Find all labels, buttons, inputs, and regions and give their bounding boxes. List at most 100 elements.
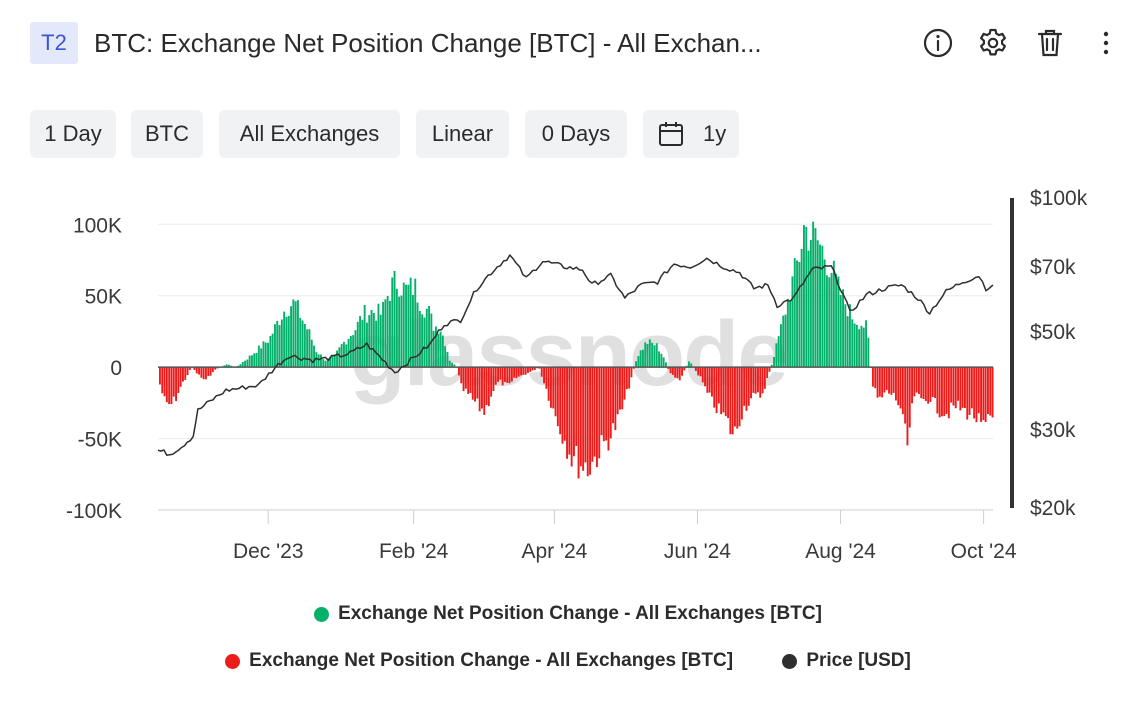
net-change-bar bbox=[743, 367, 746, 406]
net-change-bar bbox=[984, 367, 987, 422]
net-change-bar bbox=[757, 367, 759, 393]
net-change-bar bbox=[982, 367, 985, 421]
net-change-bar bbox=[253, 353, 256, 368]
more-vertical-icon[interactable] bbox=[1090, 27, 1122, 59]
chart-title: BTC: Exchange Net Position Change [BTC] … bbox=[94, 28, 762, 58]
net-change-bar bbox=[361, 319, 364, 368]
net-change-bar bbox=[368, 315, 371, 368]
net-change-bar bbox=[398, 296, 401, 368]
net-change-bar bbox=[784, 314, 787, 368]
price-tick-label: $100k bbox=[1030, 187, 1088, 210]
net-change-bar bbox=[531, 367, 534, 371]
net-change-bar bbox=[444, 346, 447, 368]
net-change-bar bbox=[671, 367, 674, 375]
net-change-bar bbox=[860, 325, 863, 368]
net-change-bar bbox=[310, 339, 313, 368]
gear-icon[interactable] bbox=[977, 27, 1009, 59]
net-change-bar bbox=[780, 324, 782, 368]
net-change-bar bbox=[214, 367, 217, 370]
net-change-bar bbox=[888, 367, 890, 394]
net-change-bar bbox=[789, 301, 792, 368]
net-change-bar bbox=[862, 327, 865, 368]
net-change-bar bbox=[485, 367, 488, 405]
asset-select[interactable]: BTC bbox=[131, 110, 203, 158]
net-change-bar bbox=[389, 300, 391, 368]
net-change-bar bbox=[782, 315, 785, 368]
net-change-bar bbox=[257, 345, 260, 368]
net-change-bar bbox=[950, 367, 953, 403]
net-change-bar bbox=[501, 367, 504, 386]
net-change-bar bbox=[573, 367, 575, 457]
net-change-bar bbox=[517, 367, 520, 377]
price-line bbox=[157, 254, 994, 456]
net-change-bar bbox=[400, 295, 403, 368]
legend-item-outflow[interactable]: Exchange Net Position Change - All Excha… bbox=[225, 650, 733, 672]
net-change-bar bbox=[660, 353, 663, 368]
x-tick-label: Oct '24 bbox=[951, 540, 1017, 563]
trash-icon[interactable] bbox=[1034, 27, 1066, 59]
net-change-bar bbox=[612, 367, 614, 424]
resolution-select[interactable]: 1 Day bbox=[30, 110, 116, 158]
net-change-bar bbox=[554, 367, 557, 417]
net-change-bar bbox=[952, 367, 955, 406]
net-change-bar bbox=[283, 311, 286, 368]
moving-average-select[interactable]: 0 Days bbox=[525, 110, 627, 158]
net-change-bar bbox=[292, 299, 295, 368]
legend-item-price[interactable]: Price [USD] bbox=[782, 650, 911, 672]
net-change-bar bbox=[418, 311, 421, 368]
net-change-bar bbox=[294, 301, 297, 368]
net-change-bar bbox=[954, 367, 957, 409]
net-change-bar bbox=[437, 333, 440, 368]
net-change-bar bbox=[198, 367, 200, 375]
net-change-bar bbox=[513, 367, 516, 378]
net-change-bar bbox=[391, 277, 394, 368]
net-change-bar bbox=[809, 239, 812, 368]
net-change-bar bbox=[575, 367, 578, 446]
net-change-bar bbox=[439, 331, 442, 368]
net-change-bar bbox=[308, 329, 311, 368]
net-change-bar bbox=[251, 355, 253, 368]
net-change-bar bbox=[867, 337, 870, 368]
net-change-bar bbox=[182, 367, 184, 382]
net-change-bar bbox=[246, 359, 249, 368]
y-tick-label: -50K bbox=[78, 429, 122, 452]
net-change-bar bbox=[607, 367, 610, 451]
net-change-bar bbox=[497, 367, 499, 382]
net-change-bar bbox=[814, 228, 817, 368]
net-change-bar bbox=[655, 343, 658, 368]
net-change-bar bbox=[717, 367, 720, 404]
net-change-bar bbox=[614, 367, 617, 431]
net-change-bar bbox=[317, 354, 320, 368]
net-change-bar bbox=[568, 367, 571, 455]
net-change-bar bbox=[324, 360, 327, 368]
net-change-bar bbox=[345, 344, 348, 368]
net-change-bar bbox=[625, 367, 628, 390]
net-change-bar bbox=[483, 367, 486, 415]
scale-select[interactable]: Linear bbox=[416, 110, 509, 158]
net-change-bar bbox=[538, 367, 541, 369]
price-tick-label: $50k bbox=[1030, 321, 1076, 344]
net-change-bar bbox=[271, 333, 274, 368]
net-change-bar bbox=[343, 341, 345, 368]
date-range-select[interactable]: 1y bbox=[643, 110, 739, 158]
net-change-bar bbox=[211, 367, 214, 373]
net-change-bar bbox=[936, 367, 939, 414]
net-change-bar bbox=[278, 325, 281, 368]
legend-item-inflow[interactable]: Exchange Net Position Change - All Excha… bbox=[314, 603, 822, 625]
net-change-bar bbox=[722, 367, 725, 413]
net-change-bar bbox=[540, 367, 543, 377]
legend-label: Price [USD] bbox=[806, 650, 911, 671]
net-change-bar bbox=[669, 367, 672, 374]
net-change-bar bbox=[616, 367, 619, 415]
net-change-bar bbox=[759, 367, 762, 398]
net-change-bar bbox=[812, 221, 815, 368]
net-change-bar bbox=[821, 245, 824, 368]
net-change-bar bbox=[207, 367, 210, 376]
net-change-bar bbox=[425, 308, 428, 368]
net-change-bar bbox=[379, 314, 382, 368]
exchange-select[interactable]: All Exchanges bbox=[219, 110, 400, 158]
info-icon[interactable] bbox=[922, 27, 954, 59]
net-change-bar bbox=[731, 367, 734, 435]
net-change-bar bbox=[499, 367, 502, 380]
net-change-bar bbox=[619, 367, 621, 410]
